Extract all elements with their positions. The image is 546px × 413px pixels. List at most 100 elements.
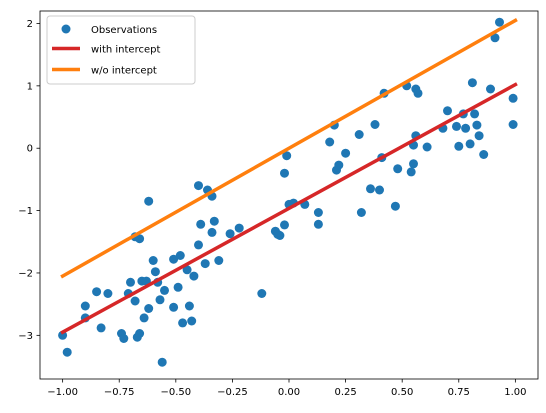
observation-point (214, 256, 224, 265)
observation-point (257, 289, 267, 298)
legend-label-without-intercept: w/o intercept (91, 66, 157, 77)
y-tick-label: 0 (27, 144, 33, 155)
observation-point (160, 285, 169, 295)
observation-point (135, 234, 145, 244)
line-with-intercept (60, 82, 518, 335)
observation-point (495, 17, 504, 27)
observation-point (334, 160, 344, 170)
x-axis: −1.00 −0.75 −0.50 −0.25 0.00 0.25 0.50 0.75 1.00 (47, 379, 526, 398)
observation-point (225, 229, 235, 239)
y-tick-label: 2 (27, 19, 33, 30)
observation-point (207, 227, 217, 237)
observation-point (184, 301, 194, 311)
observation-point (103, 289, 113, 298)
observation-point (508, 120, 518, 129)
legend-box (46, 15, 196, 85)
observation-point (313, 219, 323, 229)
observation-point (144, 196, 154, 206)
observation-point (144, 304, 154, 313)
observation-point (443, 106, 452, 116)
observation-point (200, 259, 210, 269)
observation-point (366, 184, 375, 194)
observation-point (370, 120, 380, 129)
y-tick-label: −1 (18, 206, 33, 217)
observation-point (194, 181, 203, 191)
legend: Observations with intercept w/o intercep… (46, 15, 196, 85)
y-axis: −3 −2 −1 0 1 2 (18, 19, 40, 342)
x-tick-label: 1.00 (504, 387, 526, 398)
observation-point (313, 208, 323, 217)
observation-point (169, 302, 179, 312)
observation-point (393, 164, 403, 174)
observation-point (175, 251, 185, 260)
legend-marker-observations (61, 24, 71, 34)
x-tick-label: 0.75 (448, 387, 470, 398)
observation-point (148, 256, 158, 265)
observation-point (280, 168, 289, 178)
observation-point (96, 323, 106, 333)
observation-point (234, 223, 244, 233)
x-tick-label: −0.25 (217, 387, 248, 398)
observation-point (452, 121, 461, 131)
series-layer (58, 17, 518, 367)
observation-point (80, 301, 90, 311)
x-tick-label: −0.75 (104, 387, 135, 398)
x-tick-label: 0.25 (334, 387, 356, 398)
observation-point (119, 334, 129, 343)
observation-point (209, 216, 219, 226)
observation-point (139, 313, 149, 323)
observation-point (187, 316, 197, 326)
observation-point (182, 265, 192, 275)
observation-point (508, 93, 518, 103)
x-tick-label: −0.50 (160, 387, 191, 398)
observation-point (461, 123, 471, 133)
observation-point (194, 240, 203, 250)
observation-point (341, 148, 351, 158)
observation-point (135, 329, 145, 338)
observation-point (157, 357, 167, 367)
observation-point (486, 84, 495, 94)
observation-point (479, 150, 489, 159)
observation-point (470, 109, 480, 119)
observation-point (490, 33, 500, 43)
observation-point (375, 185, 384, 195)
observation-point (126, 277, 135, 287)
observation-point (409, 159, 418, 169)
observation-point (196, 219, 206, 229)
y-tick-label: −3 (18, 331, 33, 342)
observation-point (189, 271, 199, 281)
observation-point (178, 318, 188, 328)
observation-point (130, 296, 140, 306)
observation-point (413, 88, 423, 98)
x-tick-label: −1.00 (47, 387, 78, 398)
observation-point (150, 267, 160, 277)
observation-point (325, 137, 335, 147)
observation-point (58, 330, 68, 340)
observation-point (454, 141, 464, 151)
observation-point (282, 151, 292, 161)
observation-point (422, 142, 432, 152)
legend-label-observations: Observations (91, 25, 157, 36)
observation-point (92, 287, 102, 297)
y-tick-label: −2 (18, 268, 33, 279)
observation-point (62, 347, 72, 357)
observation-point (275, 231, 285, 240)
observation-point (406, 167, 416, 177)
observation-point (169, 254, 179, 264)
observation-point (465, 139, 475, 149)
observation-point (467, 78, 477, 88)
x-tick-label: 0.00 (278, 387, 300, 398)
observation-point (356, 208, 366, 217)
line-without-intercept (60, 18, 518, 279)
observation-point (173, 282, 183, 292)
x-tick-label: 0.50 (391, 387, 413, 398)
observation-point (390, 201, 400, 211)
observation-point (155, 295, 165, 305)
observation-point (474, 131, 484, 141)
observation-point (472, 120, 482, 130)
observation-point (280, 220, 289, 230)
observation-point (354, 130, 364, 139)
y-tick-label: 1 (27, 81, 33, 92)
legend-label-with-intercept: with intercept (91, 45, 160, 56)
